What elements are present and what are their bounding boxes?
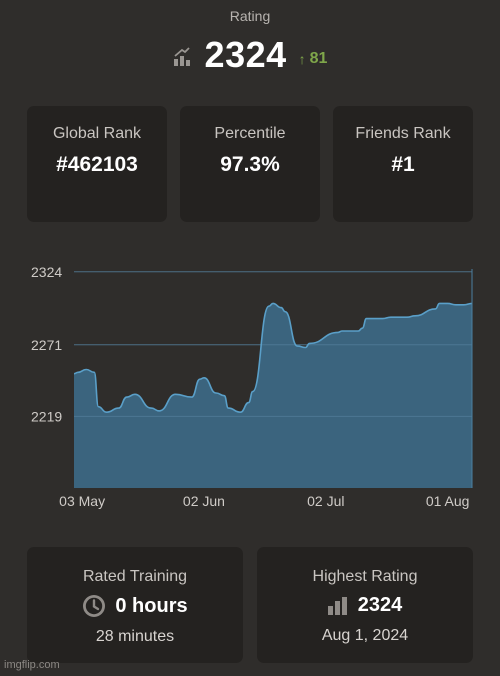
rating-history-chart[interactable]: 2324 2271 2219 03 May 02 Jun 02 Jul 01 Aug	[0, 255, 500, 515]
rating-trend-icon	[173, 47, 190, 66]
rating-chart-svg[interactable]: 2324 2271 2219 03 May 02 Jun 02 Jul 01 Aug	[0, 255, 500, 515]
data-point	[365, 317, 367, 319]
friends-rank-card: Friends Rank #1	[333, 106, 473, 222]
data-point	[434, 308, 436, 310]
data-point	[471, 302, 473, 304]
data-point	[85, 368, 87, 370]
data-point	[438, 302, 440, 304]
rating-line	[73, 302, 473, 414]
data-point	[381, 317, 383, 319]
percentile-value: 97.3%	[220, 153, 280, 176]
highest-rating-date: Aug 1, 2024	[321, 627, 409, 644]
up-arrow-icon: ↑	[298, 51, 306, 67]
x-tick-label: 01 Aug	[426, 493, 470, 509]
y-tick-label: 2324	[31, 264, 62, 280]
data-point	[174, 393, 176, 395]
y-tick-label: 2271	[31, 337, 62, 353]
data-point	[455, 304, 457, 306]
data-point	[134, 393, 136, 395]
percentile-label: Percentile	[214, 125, 286, 142]
rating-delta-value: 81	[309, 50, 328, 67]
data-point	[308, 342, 310, 344]
data-point	[150, 407, 152, 409]
global-rank-value: #462103	[56, 153, 138, 176]
data-point	[377, 317, 379, 319]
data-point	[361, 327, 363, 329]
rated-training-card: Rated Training 0 hours 28 minutes	[27, 547, 243, 663]
rated-training-label: Rated Training	[82, 568, 188, 585]
x-tick-label: 02 Jul	[307, 493, 344, 509]
data-point	[239, 411, 241, 413]
data-point	[272, 302, 274, 304]
data-point	[158, 410, 160, 412]
data-point	[97, 406, 99, 408]
data-point	[126, 396, 128, 398]
rated-training-sub: 28 minutes	[95, 628, 175, 645]
data-point	[223, 395, 225, 397]
data-point	[284, 310, 286, 312]
rated-training-value: 0 hours	[115, 594, 188, 617]
data-point	[414, 315, 416, 317]
data-point	[105, 411, 107, 413]
highest-rating-value: 2324	[357, 594, 403, 616]
friends-rank-label: Friends Rank	[355, 125, 451, 142]
data-point	[296, 345, 298, 347]
y-tick-label: 2219	[31, 408, 62, 424]
bar-chart-icon	[327, 596, 347, 615]
data-point	[227, 407, 229, 409]
data-point	[341, 330, 343, 332]
friends-rank-value: #1	[391, 153, 415, 176]
data-point	[406, 316, 408, 318]
highest-rating-card: Highest Rating 2324 Aug 1, 2024	[257, 547, 473, 663]
data-point	[77, 371, 79, 373]
data-point	[191, 396, 193, 398]
rating-delta: ↑ 81	[299, 50, 328, 68]
global-rank-label: Global Rank	[52, 125, 142, 142]
x-tick-label: 02 Jun	[183, 493, 225, 509]
data-point	[268, 305, 270, 307]
data-point	[251, 390, 253, 392]
data-point	[215, 392, 217, 394]
data-point	[463, 304, 465, 306]
data-point	[247, 401, 249, 403]
rating-area-fill	[74, 303, 472, 488]
x-tick-label: 03 May	[59, 493, 105, 509]
data-point	[357, 330, 359, 332]
data-point	[117, 407, 119, 409]
data-point	[446, 302, 448, 304]
rating-value: 2324	[204, 34, 287, 75]
data-point	[280, 306, 282, 308]
highest-rating-label: Highest Rating	[312, 568, 418, 585]
watermark: imgflip.com	[4, 659, 60, 671]
data-point	[337, 331, 339, 333]
data-point	[390, 316, 392, 318]
rating-summary: 2324 ↑ 81	[0, 34, 500, 76]
data-point	[203, 377, 205, 379]
data-point	[304, 346, 306, 348]
global-rank-card: Global Rank #462103	[27, 106, 167, 222]
data-point	[93, 371, 95, 373]
data-point	[199, 378, 201, 380]
percentile-card: Percentile 97.3%	[180, 106, 320, 222]
data-point	[73, 372, 75, 374]
rating-label: Rating	[229, 8, 271, 24]
clock-icon	[83, 595, 106, 617]
